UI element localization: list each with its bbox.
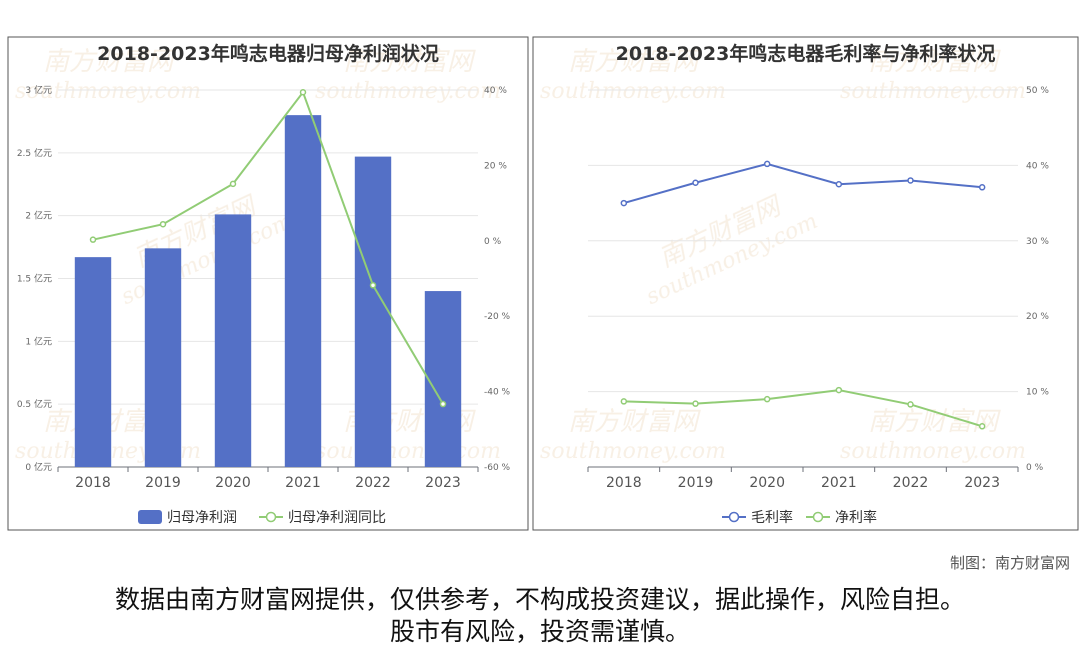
x-tick-label: 2020 <box>749 475 785 491</box>
legend-label: 归母净利润 <box>167 509 237 526</box>
disclaimer-line-2: 股市有风险，投资需谨慎。 <box>389 617 690 646</box>
x-tick-label: 2020 <box>215 475 251 491</box>
watermark-text-cn: 南方财富网 <box>43 47 176 77</box>
line-point <box>978 184 986 191</box>
x-tick-label: 2021 <box>285 475 321 491</box>
y-left-tick-label: 0.5 亿元 <box>17 398 52 410</box>
watermark-text-en: southmoney.com <box>315 79 501 104</box>
panel-frame <box>532 36 1079 531</box>
y-left-tick-label: 3 亿元 <box>25 84 52 96</box>
legend-swatch-marker <box>812 511 824 523</box>
legend: 毛利率 净利率 <box>722 509 877 526</box>
chart-title: 2018-2023年鸣志电器毛利率与净利率状况 <box>616 42 996 65</box>
y-right-tick-label: 40 % <box>1026 161 1049 171</box>
x-tick-label: 2022 <box>893 475 929 491</box>
line-point <box>763 395 771 403</box>
x-tick-label: 2023 <box>425 475 461 491</box>
x-tick-label: 2018 <box>606 475 642 491</box>
y-left-tick-label: 1.5 亿元 <box>17 273 52 285</box>
legend-label: 归母净利润同比 <box>288 509 386 526</box>
line-point <box>907 177 914 184</box>
line-point <box>89 236 97 243</box>
watermark-text-cn: 南方财富网 <box>568 47 701 77</box>
line-point <box>620 199 628 207</box>
y-right-tick-label: 0 % <box>1026 463 1044 473</box>
bar <box>74 257 112 467</box>
watermark-text-en: southmoney.com <box>540 439 726 464</box>
watermark-text-cn: 南方财富网 <box>343 47 476 77</box>
chart-panel-2: 南方财富网southmoney.com南方财富网southmoney.com南方… <box>532 36 1079 531</box>
x-tick-label: 2021 <box>821 475 857 491</box>
line-point <box>978 423 986 430</box>
y-right-tick-label: 40 % <box>484 86 507 96</box>
footer-credit: 制图：南方财富网 <box>949 554 1070 572</box>
y-right-tick-label: 20 % <box>1026 312 1049 322</box>
watermark-text-en: southmoney.com <box>315 439 501 464</box>
watermark-text-en: southmoney.com <box>15 79 201 104</box>
x-tick-label: 2019 <box>678 475 714 491</box>
y-right-tick-label: 50 % <box>1026 86 1049 96</box>
watermark-text-cn: 南方财富网 <box>568 407 701 437</box>
legend: 归母净利润 归母净利润同比 <box>138 509 386 526</box>
line-point <box>907 401 914 408</box>
charts-canvas: 南方财富网southmoney.com南方财富网southmoney.com南方… <box>7 36 1079 531</box>
legend-label: 毛利率 <box>751 509 793 526</box>
line-point <box>692 400 699 407</box>
line-point <box>692 179 699 186</box>
bar <box>144 248 182 467</box>
line-point <box>439 400 447 408</box>
chart-title: 2018-2023年鸣志电器归母净利润状况 <box>97 42 439 65</box>
y-right-tick-label: 0 % <box>484 237 502 247</box>
y-left-tick-label: 2 亿元 <box>25 210 52 222</box>
bar <box>284 115 322 467</box>
bar <box>354 156 392 467</box>
x-tick-label: 2023 <box>964 475 1000 491</box>
legend-swatch-bar <box>138 510 162 524</box>
line-point <box>299 89 307 96</box>
line-point <box>835 386 843 394</box>
x-tick-label: 2018 <box>75 475 111 491</box>
line-series-1 <box>623 162 983 205</box>
chart-panel-1: 南方财富网southmoney.com南方财富网southmoney.com南方… <box>7 36 529 531</box>
x-tick-label: 2019 <box>145 475 181 491</box>
watermark-text-en: southmoney.com <box>540 79 726 104</box>
y-right-tick-label: 20 % <box>484 161 507 171</box>
y-left-tick-label: 0 亿元 <box>25 461 52 473</box>
line-series-yoy <box>92 90 444 405</box>
line-point <box>229 180 237 188</box>
y-right-tick-label: 10 % <box>1026 388 1049 398</box>
line-series-2 <box>623 389 983 428</box>
watermark-text-en: southmoney.com <box>840 439 1026 464</box>
line-point <box>620 398 628 405</box>
x-tick-label: 2022 <box>355 475 391 491</box>
bar <box>424 291 462 467</box>
legend-swatch-marker <box>728 511 740 523</box>
y-right-tick-label: -20 % <box>484 312 511 322</box>
y-right-tick-label: 30 % <box>1026 237 1049 247</box>
watermark-text-en: southmoney.com <box>840 79 1026 104</box>
line-point <box>763 160 771 168</box>
bar <box>214 214 252 467</box>
line-point <box>835 181 843 188</box>
line-point <box>159 220 167 228</box>
y-left-tick-label: 2.5 亿元 <box>17 147 52 159</box>
legend-label: 净利率 <box>835 509 877 526</box>
y-right-tick-label: -60 % <box>484 463 511 473</box>
line-point <box>369 282 377 289</box>
legend-swatch-marker <box>265 511 277 523</box>
y-left-tick-label: 1 亿元 <box>25 335 52 347</box>
y-right-tick-label: -40 % <box>484 388 511 398</box>
watermark-text-cn: 南方财富网 <box>868 47 1001 77</box>
disclaimer-line-1: 数据由南方财富网提供，仅供参考，不构成投资建议，据此操作，风险自担。 <box>114 585 965 614</box>
